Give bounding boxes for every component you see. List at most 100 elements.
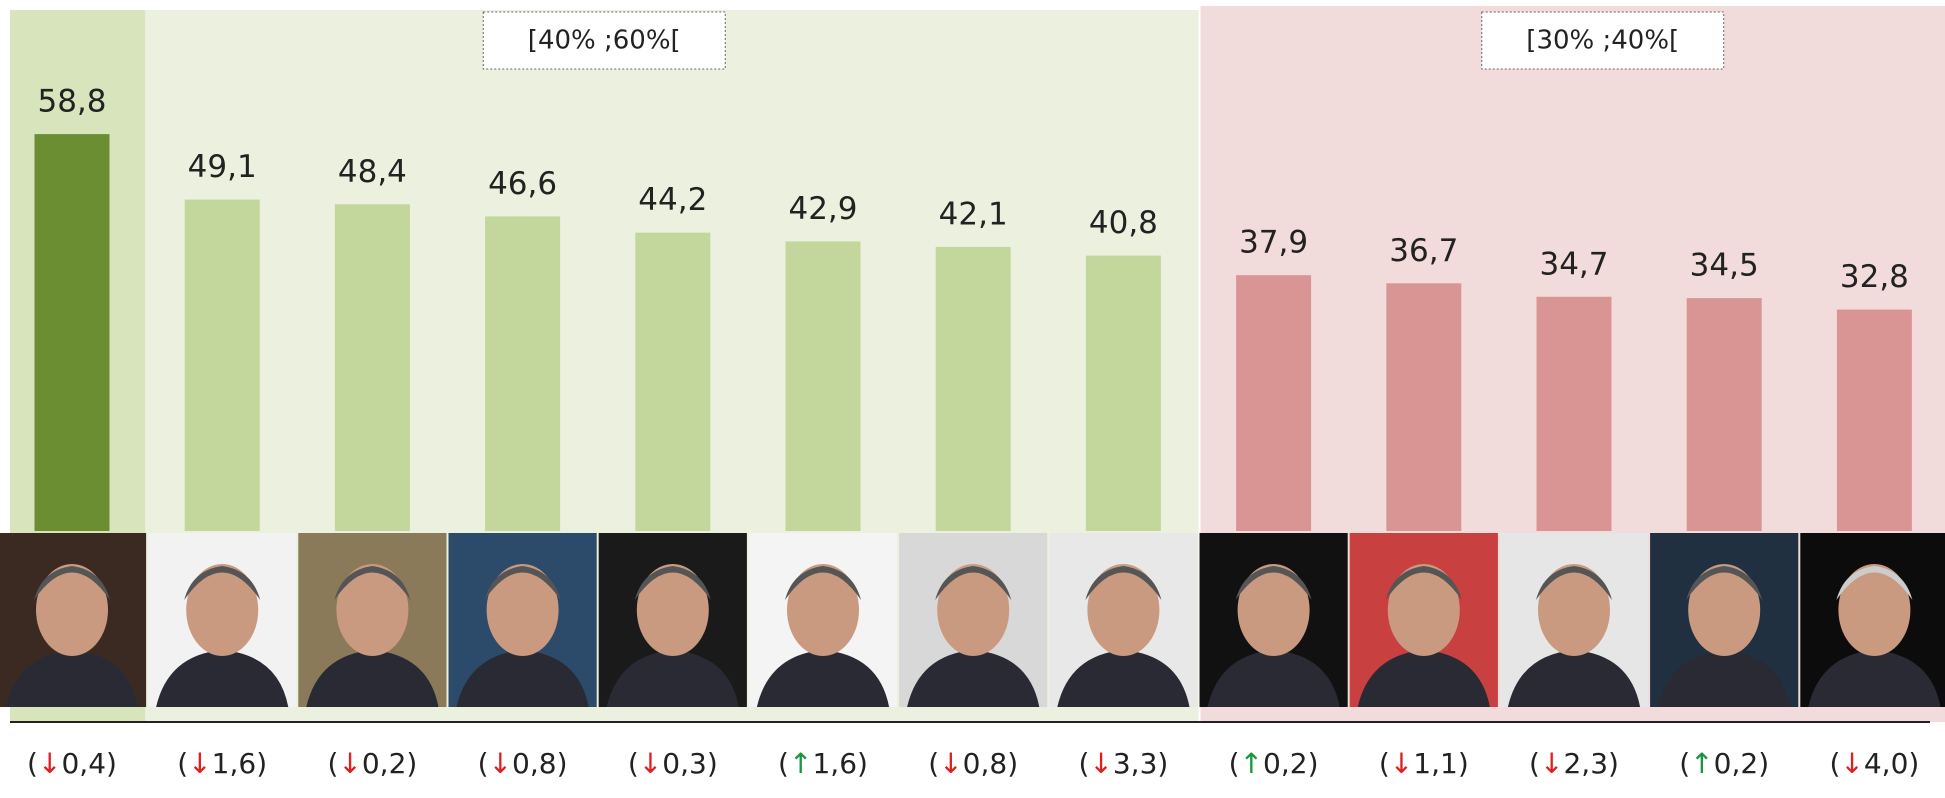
- photo-suit: [1057, 650, 1190, 707]
- photo: [0, 533, 147, 707]
- photo: [148, 533, 297, 707]
- change-char: ,: [1731, 747, 1740, 780]
- photo-suit: [1507, 650, 1641, 707]
- photo-face: [1087, 564, 1160, 656]
- change-char: ↓: [489, 747, 512, 780]
- photo-hair: [935, 566, 1012, 600]
- value-label: 32,8: [1840, 259, 1909, 295]
- photo-hair: [334, 566, 411, 600]
- change-char: (: [1078, 747, 1089, 780]
- change-char: ,: [530, 747, 539, 780]
- photo-face: [1838, 564, 1911, 656]
- change-char: ↓: [1390, 747, 1413, 780]
- change-label: (↑0,2): [1679, 747, 1769, 780]
- value-label: 46,6: [488, 166, 557, 202]
- photo: [1049, 533, 1198, 707]
- change-char: 2: [1563, 747, 1581, 780]
- photo-suit: [907, 650, 1040, 707]
- change-char: (: [928, 747, 939, 780]
- change-char: (: [1829, 747, 1840, 780]
- bar: [334, 204, 410, 532]
- change-label: (↓1,1): [1379, 747, 1469, 780]
- photo: [899, 533, 1048, 707]
- change-char: ): [1007, 747, 1018, 780]
- change-char: 1: [212, 747, 230, 780]
- change-char: 2: [1290, 747, 1308, 780]
- value-label: 40,8: [1089, 205, 1158, 241]
- photo-suit: [5, 650, 139, 707]
- photo: [1800, 533, 1945, 707]
- change-char: 1: [1413, 747, 1431, 780]
- change-char: 0: [512, 747, 530, 780]
- photo: [1499, 533, 1649, 707]
- change-char: ↓: [939, 747, 962, 780]
- photo-suit: [156, 650, 289, 707]
- photo-suit: [606, 650, 739, 707]
- change-char: ): [106, 747, 117, 780]
- photo-suit: [306, 650, 439, 707]
- change-char: (: [327, 747, 338, 780]
- photo-hair: [484, 566, 561, 600]
- photo-hair: [1836, 566, 1913, 600]
- change-char: ): [707, 747, 718, 780]
- change-char: (: [1379, 747, 1390, 780]
- value-label: 48,4: [338, 154, 407, 190]
- change-char: 3: [1590, 747, 1608, 780]
- change-char: ,: [1431, 747, 1440, 780]
- photo-suit: [1658, 650, 1791, 707]
- change-char: 6: [839, 747, 857, 780]
- change-label: (↓2,3): [1529, 747, 1619, 780]
- change-char: 0: [61, 747, 79, 780]
- photo: [1199, 533, 1348, 707]
- change-char: 3: [1113, 747, 1131, 780]
- photo: [748, 533, 898, 707]
- change-char: 8: [989, 747, 1007, 780]
- change-char: (: [1229, 747, 1240, 780]
- change-char: 2: [1740, 747, 1758, 780]
- bar: [1085, 255, 1161, 531]
- photo-face: [1387, 564, 1460, 656]
- photo-face: [937, 564, 1010, 656]
- photo-hair: [634, 566, 711, 600]
- change-char: 1: [812, 747, 830, 780]
- photo-suit: [1808, 650, 1941, 707]
- photo-face: [186, 564, 259, 656]
- photo-face: [1538, 564, 1610, 656]
- bar: [34, 134, 110, 531]
- change-char: ,: [1581, 747, 1590, 780]
- zone-box: [482, 11, 726, 70]
- photo-hair: [34, 566, 110, 600]
- change-char: ↓: [1089, 747, 1112, 780]
- change-char: ): [857, 747, 868, 780]
- change-char: ): [1608, 747, 1619, 780]
- change-char: ↓: [38, 747, 61, 780]
- change-char: 0: [963, 747, 981, 780]
- change-char: ,: [380, 747, 389, 780]
- value-label: 36,7: [1389, 233, 1458, 269]
- change-label: (↓0,3): [628, 747, 718, 780]
- value-label: 44,2: [638, 182, 707, 218]
- change-char: 0: [1714, 747, 1732, 780]
- change-char: ,: [680, 747, 689, 780]
- change-char: ,: [830, 747, 839, 780]
- change-char: (: [177, 747, 188, 780]
- change-char: 0: [362, 747, 380, 780]
- change-char: ): [256, 747, 267, 780]
- marks: [40% ;60%[58,8(↓0,4)49,1(↓1,6)48,4(↓0,2)…: [0, 11, 1945, 780]
- change-char: ↑: [1690, 747, 1713, 780]
- bar: [1536, 296, 1612, 531]
- photo: [448, 533, 597, 707]
- bar: [184, 199, 260, 531]
- photo-hair: [785, 566, 861, 600]
- change-char: 3: [1140, 747, 1158, 780]
- photo-face: [486, 564, 559, 656]
- photo-hair: [1385, 566, 1462, 600]
- change-char: ↓: [338, 747, 361, 780]
- change-char: 1: [1440, 747, 1458, 780]
- photo-face: [36, 564, 108, 656]
- photo-suit: [756, 650, 890, 707]
- change-char: ): [1908, 747, 1919, 780]
- photo-face: [336, 564, 409, 656]
- change-char: ↓: [639, 747, 662, 780]
